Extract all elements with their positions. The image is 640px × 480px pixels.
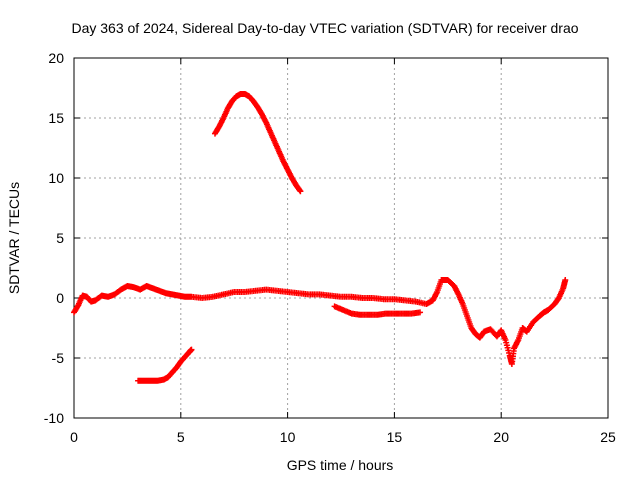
- y-tick-label: 0: [56, 290, 64, 306]
- x-tick-label: 20: [493, 429, 509, 445]
- y-tick-label: 5: [56, 230, 64, 246]
- y-tick-label: 20: [48, 50, 64, 66]
- x-tick-label: 15: [387, 429, 403, 445]
- data-point: [188, 346, 195, 353]
- series-negative-arc: [135, 346, 195, 384]
- x-axis-label: GPS time / hours: [287, 457, 394, 473]
- x-tick-label: 0: [70, 429, 78, 445]
- y-tick-label: 10: [48, 170, 64, 186]
- chart-title: Day 363 of 2024, Sidereal Day-to-day VTE…: [71, 20, 578, 36]
- data-point: [297, 188, 304, 195]
- series-low-offset-arc: [331, 303, 424, 318]
- axis-ticks: 0 5 10 15 20 25 -10 -5 0 5 10 15 20: [44, 50, 616, 445]
- y-tick-label: -5: [52, 350, 65, 366]
- y-tick-label: 15: [48, 110, 64, 126]
- grid: [74, 58, 608, 418]
- data-points: [71, 91, 569, 384]
- y-tick-label: -10: [44, 410, 64, 426]
- data-point: [417, 309, 424, 316]
- x-tick-label: 10: [280, 429, 296, 445]
- series-main-arc: [71, 277, 569, 367]
- x-tick-label: 25: [600, 429, 616, 445]
- x-tick-label: 5: [177, 429, 185, 445]
- data-point: [562, 277, 569, 283]
- y-axis-label: SDTVAR / TECUs: [6, 182, 22, 294]
- series-high-arc: [211, 91, 304, 195]
